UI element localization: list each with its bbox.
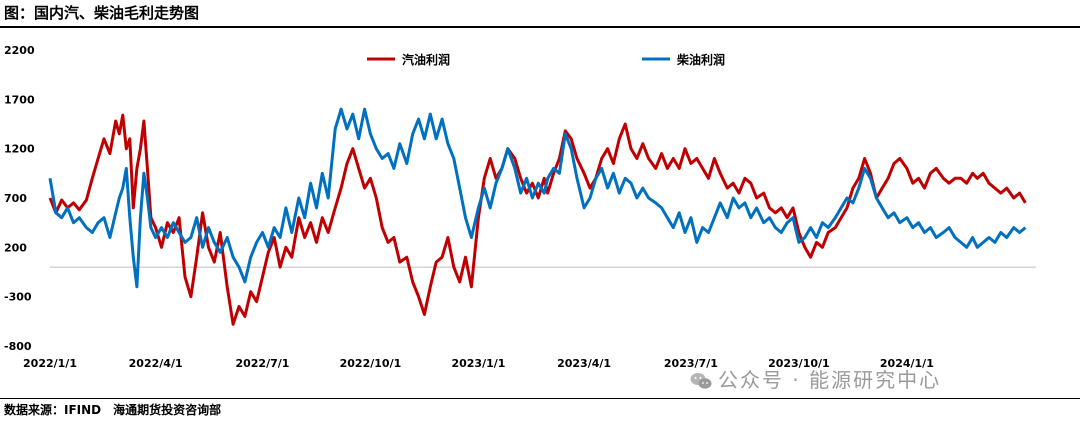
y-tick-label: 2200	[4, 44, 35, 57]
x-tick-label: 2023/10/1	[768, 357, 830, 370]
legend-label-diesel: 柴油利润	[676, 52, 725, 67]
y-tick-label: -300	[4, 291, 32, 304]
y-tick-label: 200	[4, 241, 27, 254]
title-rule	[0, 26, 1080, 28]
source-note: 数据来源：IFIND 海通期货投资咨询部	[4, 403, 222, 417]
y-tick-label: 1700	[4, 93, 35, 106]
chart: 汽油利润 柴油利润 2200 1700 1200 700 200 -300 -800 202…	[4, 44, 1036, 370]
x-axis: 2022/1/1 2022/4/1 2022/7/1 2022/10/1 2023/1/…	[23, 357, 934, 370]
y-tick-label: -800	[4, 340, 32, 353]
x-tick-label: 2022/1/1	[23, 357, 77, 370]
x-tick-label: 2022/4/1	[129, 357, 183, 370]
x-tick-label: 2022/7/1	[235, 357, 289, 370]
x-tick-label: 2022/10/1	[340, 357, 402, 370]
wechat-icon	[690, 373, 712, 389]
watermark-text: 公众号 · 能源研究中心	[718, 368, 942, 392]
series-line-gasoline	[48, 113, 1027, 326]
legend-label-gasoline: 汽油利润	[402, 52, 450, 67]
y-tick-label: 700	[4, 192, 27, 205]
x-tick-label: 2024/1/1	[880, 357, 934, 370]
x-tick-label: 2023/1/1	[451, 357, 505, 370]
page-title: 图：国内汽、柴油毛利走势图	[4, 4, 200, 22]
y-axis: 2200 1700 1200 700 200 -300 -800	[4, 44, 35, 353]
watermark: 公众号 · 能源研究中心	[690, 364, 941, 393]
chart-legend: 汽油利润 柴油利润	[367, 52, 725, 67]
series-group	[48, 107, 1027, 326]
y-tick-label: 1200	[4, 143, 35, 156]
footer-rule	[0, 398, 1080, 399]
series-line-diesel	[48, 107, 1027, 289]
x-tick-label: 2023/7/1	[664, 357, 718, 370]
x-tick-label: 2023/4/1	[557, 357, 611, 370]
